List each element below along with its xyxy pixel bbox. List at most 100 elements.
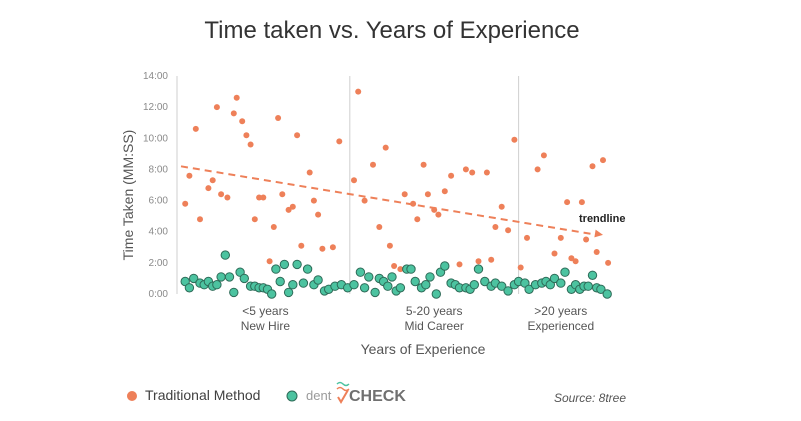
trendline	[180, 165, 603, 238]
dentcheck-point	[224, 272, 235, 282]
traditional-point	[572, 258, 579, 265]
dentcheck-point	[440, 261, 450, 271]
traditional-point	[289, 203, 296, 210]
traditional-point	[583, 236, 590, 243]
traditional-point	[600, 157, 606, 164]
dentcheck-point	[189, 273, 199, 284]
traditional-point	[355, 88, 362, 95]
traditional-point	[209, 177, 216, 184]
traditional-point	[483, 169, 490, 176]
traditional-point	[186, 172, 193, 179]
traditional-point	[517, 264, 524, 271]
logo-check-text: CHECK	[349, 388, 406, 405]
traditional-point	[462, 166, 469, 173]
y-axis-ticks: 0:00 2:00 4:00 6:00 8:00 10:00 12:00 14:00	[143, 71, 168, 300]
group-label-line1: >20 years	[534, 304, 587, 318]
traditional-point	[239, 118, 246, 125]
traditional-point	[505, 227, 512, 234]
dentcheck-point	[292, 259, 302, 270]
traditional-point	[315, 211, 322, 218]
y-tick-label: 12:00	[143, 102, 168, 113]
dentcheck-point	[359, 283, 370, 293]
traditional-point	[441, 188, 448, 195]
traditional-point	[205, 185, 212, 192]
traditional-point	[397, 266, 404, 273]
traditional-point	[294, 132, 301, 139]
dentcheck-point	[279, 259, 290, 270]
y-tick-label: 8:00	[149, 164, 169, 175]
traditional-point	[275, 115, 282, 121]
trendline-label: trendline	[579, 213, 625, 225]
group-label-line1: 5-20 years	[406, 304, 463, 318]
y-tick-label: 0:00	[149, 289, 169, 300]
dentcheck-point	[383, 281, 393, 291]
dentcheck-point	[275, 276, 285, 287]
dentcheck-point	[431, 289, 441, 299]
logo-dent-text: dent	[306, 388, 332, 403]
traditional-point	[424, 191, 431, 198]
dentcheck-point	[469, 280, 479, 290]
group-label-line2: Experienced	[527, 319, 594, 333]
traditional-point	[578, 199, 585, 206]
traditional-point	[192, 125, 199, 132]
dentcheck-point	[239, 273, 250, 284]
dentcheck-point	[602, 289, 612, 299]
dentcheck-point	[410, 276, 420, 287]
traditional-point	[564, 199, 571, 206]
dentcheck-point	[503, 286, 513, 296]
dentcheck-point	[549, 273, 560, 284]
y-tick-label: 2:00	[149, 258, 169, 269]
traditional-point	[306, 169, 313, 176]
traditional-point	[336, 138, 343, 145]
traditional-point	[605, 259, 612, 266]
traditional-point	[469, 169, 476, 176]
x-axis-title: Years of Experience	[361, 341, 486, 357]
y-tick-label: 4:00	[149, 227, 169, 238]
trendline-arrowhead	[594, 229, 603, 238]
traditional-point	[488, 256, 495, 263]
dentcheck-point	[370, 287, 380, 298]
traditional-point	[233, 94, 240, 101]
dentcheck-point	[395, 283, 406, 293]
trendline-line	[180, 165, 598, 236]
traditional-point	[361, 197, 368, 204]
traditional-point	[401, 191, 408, 198]
traditional-point	[310, 197, 317, 204]
traditional-point	[414, 216, 421, 223]
traditional-point	[319, 245, 326, 252]
group-label-line1: <5 years	[242, 304, 288, 318]
chart-title: Time taken vs. Years of Experience	[204, 17, 579, 44]
traditional-point	[524, 234, 530, 241]
traditional-point	[351, 177, 357, 184]
traditional-point	[382, 144, 389, 151]
dentcheck-point	[267, 289, 277, 299]
logo-check-icon	[337, 389, 349, 404]
dentcheck-point	[271, 264, 281, 274]
dentcheck-point	[212, 280, 222, 290]
traditional-point	[551, 250, 558, 257]
dentcheck-point	[560, 267, 570, 277]
group-label-line2: New Hire	[241, 319, 291, 333]
traditional-point	[492, 224, 499, 230]
traditional-point	[376, 224, 383, 230]
traditional-point	[448, 172, 455, 179]
dentcheck-point	[229, 287, 239, 298]
traditional-point	[534, 166, 541, 173]
traditional-point	[256, 194, 263, 201]
traditional-point	[329, 244, 336, 251]
dentcheck-point	[313, 275, 323, 285]
traditional-point	[593, 249, 600, 255]
dentcheck-point	[283, 287, 294, 298]
traditional-point	[391, 263, 398, 269]
traditional-point	[498, 203, 505, 210]
dentcheck-point	[364, 272, 374, 282]
legend-dentcheck-marker	[286, 390, 298, 402]
traditional-point	[224, 194, 231, 201]
dentcheck-point	[184, 283, 195, 293]
legend-traditional-label: Traditional Method	[145, 387, 260, 403]
traditional-point	[475, 258, 482, 265]
traditional-method-points	[182, 88, 612, 273]
dentcheck-point	[302, 264, 313, 274]
dentcheck-point	[583, 281, 593, 291]
